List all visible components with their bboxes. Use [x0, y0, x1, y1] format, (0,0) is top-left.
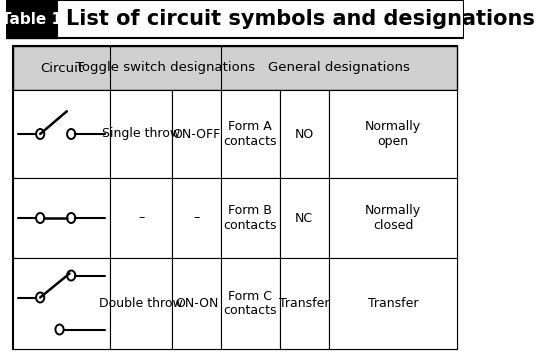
- Bar: [13, 46, 457, 349]
- Bar: [13, 46, 457, 90]
- Text: Circuit: Circuit: [40, 61, 83, 75]
- Bar: [329, 90, 457, 178]
- Text: Normally
closed: Normally closed: [365, 204, 421, 232]
- Text: List of circuit symbols and designations: List of circuit symbols and designations: [66, 9, 535, 29]
- Bar: [280, 178, 329, 258]
- Text: NO: NO: [295, 127, 314, 141]
- Text: Normally
open: Normally open: [365, 120, 421, 148]
- Bar: [172, 178, 221, 258]
- Text: Table 1: Table 1: [2, 11, 62, 27]
- Bar: [329, 258, 457, 349]
- Bar: [110, 258, 172, 349]
- Text: NC: NC: [295, 212, 313, 224]
- Bar: [13, 90, 110, 178]
- Bar: [221, 90, 280, 178]
- Bar: [110, 178, 172, 258]
- Bar: [13, 178, 110, 258]
- Bar: [57, 0, 464, 38]
- Text: Form B
contacts: Form B contacts: [223, 204, 277, 232]
- Text: ON-OFF: ON-OFF: [173, 127, 221, 141]
- Bar: [7, 0, 57, 38]
- Bar: [221, 258, 280, 349]
- Bar: [280, 90, 329, 178]
- Text: General designations: General designations: [268, 61, 410, 75]
- Text: ON-ON: ON-ON: [175, 297, 218, 310]
- Bar: [172, 90, 221, 178]
- Text: Double throw: Double throw: [99, 297, 183, 310]
- Bar: [172, 258, 221, 349]
- Bar: [221, 178, 280, 258]
- Text: Toggle switch designations: Toggle switch designations: [76, 61, 255, 75]
- Text: Form C
contacts: Form C contacts: [223, 289, 277, 317]
- Bar: [280, 258, 329, 349]
- Text: –: –: [193, 212, 200, 224]
- Text: Transfer: Transfer: [279, 297, 329, 310]
- Text: Transfer: Transfer: [368, 297, 418, 310]
- Text: Form A
contacts: Form A contacts: [223, 120, 277, 148]
- Bar: [329, 178, 457, 258]
- Bar: [13, 258, 110, 349]
- Text: Single throw: Single throw: [102, 127, 180, 141]
- Bar: [110, 90, 172, 178]
- Text: –: –: [138, 212, 144, 224]
